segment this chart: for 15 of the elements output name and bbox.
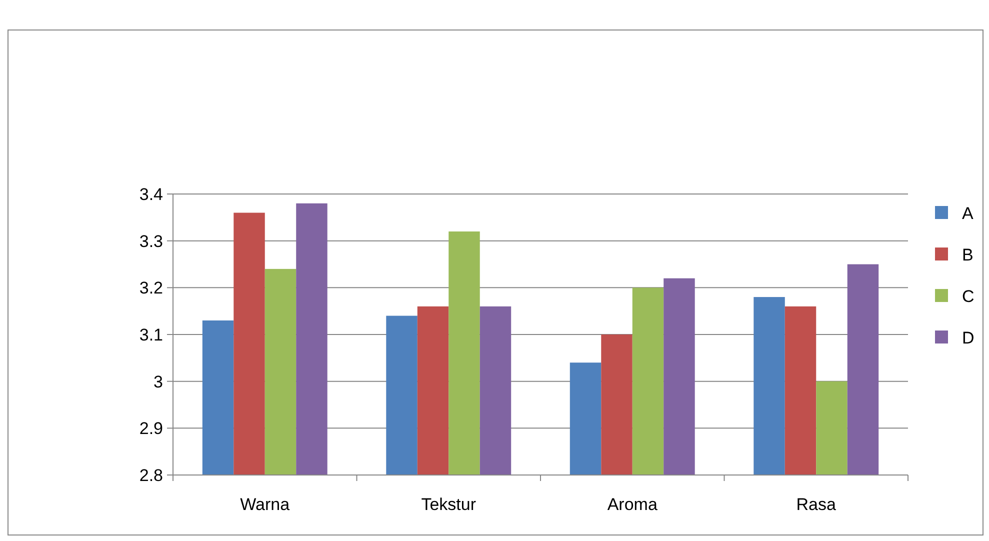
x-tick-label: Tekstur — [421, 495, 476, 514]
legend-label: C — [962, 286, 974, 306]
legend-label: D — [962, 328, 974, 348]
legend-label: B — [962, 245, 974, 264]
x-tick-label: Warna — [240, 495, 290, 514]
y-tick-label: 3.2 — [139, 278, 163, 298]
x-tick-label: Aroma — [607, 495, 658, 514]
x-tick-label: Rasa — [796, 495, 837, 514]
y-tick-label: 2.9 — [139, 419, 163, 438]
y-tick-label: 3 — [154, 372, 163, 392]
y-tick-label: 3.3 — [139, 232, 163, 251]
y-tick-label: 2.8 — [139, 466, 163, 485]
legend-label: A — [962, 204, 974, 223]
y-tick-label: 3.4 — [139, 184, 163, 204]
y-tick-label: 3.1 — [139, 325, 163, 344]
